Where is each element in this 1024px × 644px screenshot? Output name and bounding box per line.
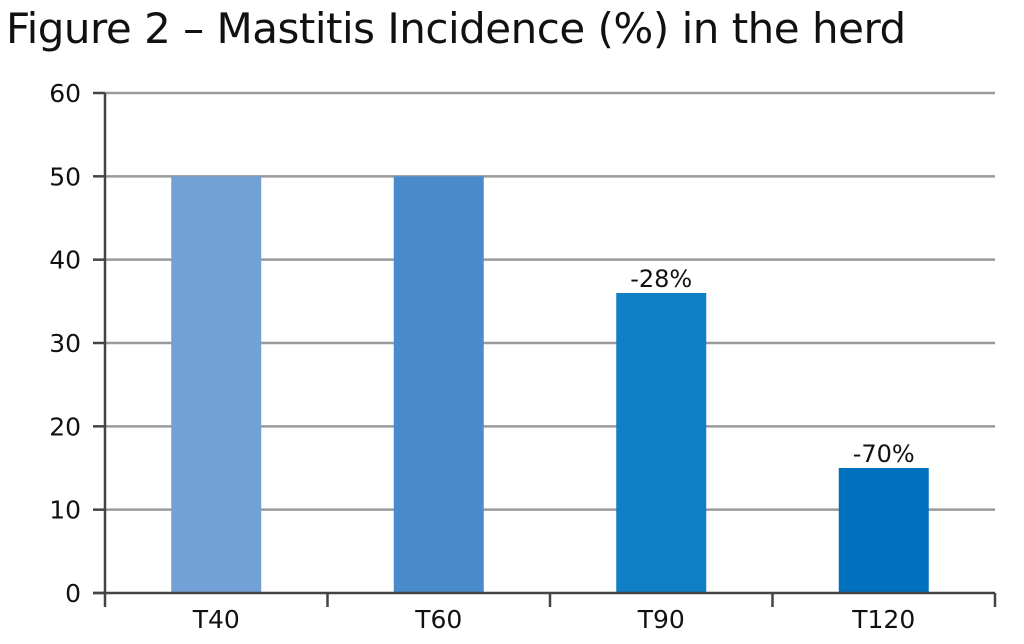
x-tick-label: T60: [414, 605, 462, 634]
bar-t60: [393, 176, 484, 594]
chart-title: Figure 2 – Mastitis Incidence (%) in the…: [6, 4, 906, 53]
x-tick-label: T40: [192, 605, 240, 634]
bar-t40: [171, 176, 262, 594]
x-tick-label: T90: [637, 605, 685, 634]
y-tick-label: 10: [49, 496, 81, 525]
y-tick-label: 50: [49, 162, 81, 191]
y-tick-label: 40: [49, 246, 81, 275]
x-tick-label: T120: [851, 605, 915, 634]
data-label: -70%: [853, 440, 915, 468]
y-tick-label: 30: [49, 329, 81, 358]
bar-t120: [838, 468, 929, 593]
data-label: -28%: [630, 265, 692, 293]
y-tick-label: 0: [65, 579, 81, 608]
y-tick-label: 60: [49, 79, 81, 108]
y-tick-label: 20: [49, 412, 81, 441]
bar-t90: [616, 293, 707, 593]
